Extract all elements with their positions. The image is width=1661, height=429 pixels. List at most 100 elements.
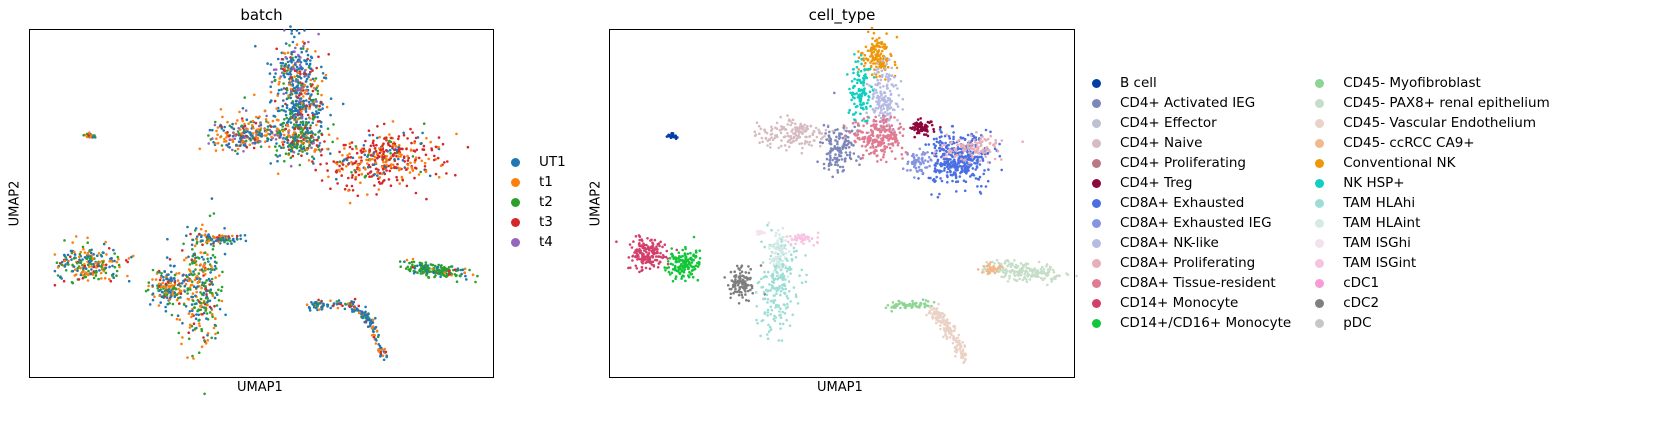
scatter-point xyxy=(833,91,836,95)
scatter-point xyxy=(876,78,879,82)
scatter-point xyxy=(204,309,207,312)
scatter-point xyxy=(63,265,67,268)
scatter-point xyxy=(468,268,471,272)
scatter-point xyxy=(881,128,884,132)
scatter-point xyxy=(91,257,95,260)
scatter-point xyxy=(883,111,887,114)
scatter-point xyxy=(281,143,285,146)
scatter-point xyxy=(341,102,345,106)
scatter-point xyxy=(164,286,168,290)
scatter-point xyxy=(172,264,176,268)
scatter-point xyxy=(960,157,963,161)
scatter-point xyxy=(857,50,860,53)
scatter-point xyxy=(168,285,171,289)
scatter-point xyxy=(928,164,931,168)
scatter-point xyxy=(738,286,741,289)
scatter-point xyxy=(892,128,895,131)
scatter-point xyxy=(790,130,793,133)
scatter-point xyxy=(418,268,422,271)
scatter-point xyxy=(869,47,873,50)
scatter-point xyxy=(66,261,69,264)
scatter-point xyxy=(837,137,841,140)
scatter-point xyxy=(73,250,76,254)
scatter-point xyxy=(307,121,311,124)
scatter-point xyxy=(873,152,876,155)
scatter-point xyxy=(945,146,948,149)
scatter-point xyxy=(744,283,748,286)
scatter-point xyxy=(331,140,335,144)
scatter-point xyxy=(463,267,467,271)
scatter-point xyxy=(778,322,782,326)
scatter-point xyxy=(348,152,351,156)
scatter-point xyxy=(984,128,988,132)
scatter-point xyxy=(281,104,284,108)
scatter-point xyxy=(962,179,966,182)
scatter-point xyxy=(200,327,203,331)
scatter-point xyxy=(175,272,178,275)
scatter-point xyxy=(862,117,866,120)
scatter-point xyxy=(979,150,982,153)
scatter-point xyxy=(769,313,772,316)
scatter-point xyxy=(883,44,886,48)
scatter-point xyxy=(891,144,895,147)
scatter-point xyxy=(923,153,926,156)
scatter-point xyxy=(256,136,260,140)
scatter-point xyxy=(844,157,847,160)
scatter-point xyxy=(919,117,922,120)
scatter-point xyxy=(818,132,822,135)
scatter-point xyxy=(267,121,270,124)
batch-legend: UT1 t1 t2 t3 t4 xyxy=(511,152,566,252)
scatter-point xyxy=(315,104,318,108)
scatter-point xyxy=(223,240,226,244)
scatter-point xyxy=(316,92,320,96)
scatter-point xyxy=(779,313,782,317)
scatter-point xyxy=(242,126,245,130)
scatter-point xyxy=(226,131,229,134)
scatter-point xyxy=(191,292,195,295)
scatter-point xyxy=(170,295,173,298)
scatter-point xyxy=(265,114,268,118)
scatter-point xyxy=(374,342,378,345)
scatter-point xyxy=(300,110,303,113)
scatter-point xyxy=(792,286,796,289)
scatter-point xyxy=(465,278,468,281)
scatter-point xyxy=(325,105,329,109)
scatter-point xyxy=(280,108,284,112)
scatter-point xyxy=(316,139,319,142)
scatter-point xyxy=(282,74,285,77)
scatter-point xyxy=(350,141,354,144)
scatter-point xyxy=(414,136,418,140)
scatter-point xyxy=(252,146,256,150)
scatter-point xyxy=(783,135,787,138)
scatter-point xyxy=(286,69,289,72)
scatter-point xyxy=(369,323,372,326)
scatter-point xyxy=(789,141,792,144)
scatter-point xyxy=(372,139,375,143)
scatter-point xyxy=(176,279,180,282)
scatter-point xyxy=(692,235,696,239)
scatter-point xyxy=(980,184,983,188)
scatter-point xyxy=(248,137,252,140)
scatter-point xyxy=(874,145,878,149)
scatter-point xyxy=(757,124,761,128)
scatter-point xyxy=(437,136,441,139)
scatter-point xyxy=(304,134,308,137)
scatter-point xyxy=(280,64,283,68)
scatter-point xyxy=(383,137,386,140)
scatter-point xyxy=(736,279,740,283)
scatter-point xyxy=(305,49,308,53)
scatter-point xyxy=(184,282,188,286)
scatter-point xyxy=(853,102,856,106)
scatter-point xyxy=(269,90,273,94)
scatter-point xyxy=(213,120,217,124)
scatter-point xyxy=(393,165,396,169)
scatter-point xyxy=(439,266,443,269)
scatter-point xyxy=(320,101,323,104)
scatter-point xyxy=(828,154,832,157)
scatter-point xyxy=(222,129,225,132)
scatter-point xyxy=(347,189,350,192)
scatter-point xyxy=(199,291,202,294)
scatter-point xyxy=(296,81,300,84)
scatter-point xyxy=(287,94,290,97)
scatter-point xyxy=(254,44,257,48)
